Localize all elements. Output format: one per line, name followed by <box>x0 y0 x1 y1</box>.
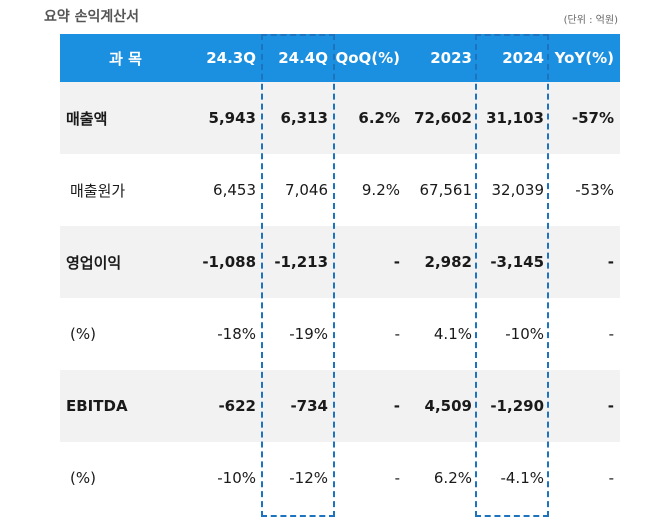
cell-2023: 4.1% <box>433 325 472 343</box>
income-statement-table: 과 목 24.3Q 24.4Q QoQ(%) 2023 2024 YoY(%) … <box>60 34 620 514</box>
cell-2024: -3,145 <box>490 253 544 271</box>
cell-24-4q: -19% <box>289 325 328 343</box>
row-ebitda: EBITDA -622 -734 - 4,509 -1,290 - <box>60 370 620 442</box>
header-row: 과 목 24.3Q 24.4Q QoQ(%) 2023 2024 YoY(%) <box>60 34 620 82</box>
cell-qoq: - <box>394 325 400 343</box>
cell-24-4q: 6,313 <box>280 109 328 127</box>
cell-24-4q: -12% <box>289 469 328 487</box>
cell-yoy: -57% <box>571 109 614 127</box>
row-operating-profit: 영업이익 -1,088 -1,213 - 2,982 -3,145 - <box>60 226 620 298</box>
row-label: EBITDA <box>66 397 128 415</box>
cell-yoy: -53% <box>575 181 614 199</box>
cell-2024: 31,103 <box>486 109 544 127</box>
cell-2023: 2,982 <box>424 253 472 271</box>
cell-yoy: - <box>608 469 614 487</box>
cell-yoy: - <box>607 397 614 415</box>
row-operating-margin: (%) -18% -19% - 4.1% -10% - <box>60 298 620 370</box>
cell-qoq: - <box>393 253 400 271</box>
row-label: (%) <box>70 325 96 343</box>
cell-2023: 4,509 <box>424 397 472 415</box>
cell-24-3q: 6,453 <box>213 181 256 199</box>
header-item: 과 목 <box>109 49 142 68</box>
cell-qoq: 9.2% <box>361 181 400 199</box>
cell-24-4q: -734 <box>290 397 328 415</box>
cell-24-4q: -1,213 <box>274 253 328 271</box>
row-ebitda-margin: (%) -10% -12% - 6.2% -4.1% - <box>60 442 620 514</box>
cell-24-3q: -622 <box>218 397 256 415</box>
header-2023: 2023 <box>430 49 472 67</box>
cell-2023: 67,561 <box>419 181 473 199</box>
row-label: 매출원가 <box>70 181 126 200</box>
header-2024: 2024 <box>502 49 544 67</box>
header-qoq: QoQ(%) <box>335 49 400 67</box>
cell-yoy: - <box>608 325 614 343</box>
cell-qoq: - <box>393 397 400 415</box>
header-24-4q: 24.4Q <box>278 49 328 67</box>
unit-label: (단위 : 억원) <box>563 15 618 26</box>
table-title: 요약 손익계산서 <box>44 9 140 25</box>
cell-2024: -4.1% <box>500 469 544 487</box>
cell-24-3q: 5,943 <box>208 109 256 127</box>
header-24-3q: 24.3Q <box>206 49 256 67</box>
cell-2024: -1,290 <box>490 397 544 415</box>
cell-qoq: - <box>394 469 400 487</box>
row-label: 영업이익 <box>66 253 122 272</box>
row-revenue: 매출액 5,943 6,313 6.2% 72,602 31,103 -57% <box>60 82 620 154</box>
cell-2024: 32,039 <box>491 181 545 199</box>
cell-2024: -10% <box>505 325 544 343</box>
cell-yoy: - <box>607 253 614 271</box>
row-cost-of-sales: 매출원가 6,453 7,046 9.2% 67,561 32,039 -53% <box>60 154 620 226</box>
cell-24-3q: -1,088 <box>202 253 256 271</box>
cell-24-3q: -10% <box>217 469 256 487</box>
cell-24-4q: 7,046 <box>285 181 328 199</box>
cell-qoq: 6.2% <box>358 109 400 127</box>
cell-2023: 72,602 <box>414 109 472 127</box>
row-label: (%) <box>70 469 96 487</box>
row-label: 매출액 <box>66 109 108 128</box>
header-yoy: YoY(%) <box>554 49 614 67</box>
cell-2023: 6.2% <box>433 469 472 487</box>
cell-24-3q: -18% <box>217 325 256 343</box>
